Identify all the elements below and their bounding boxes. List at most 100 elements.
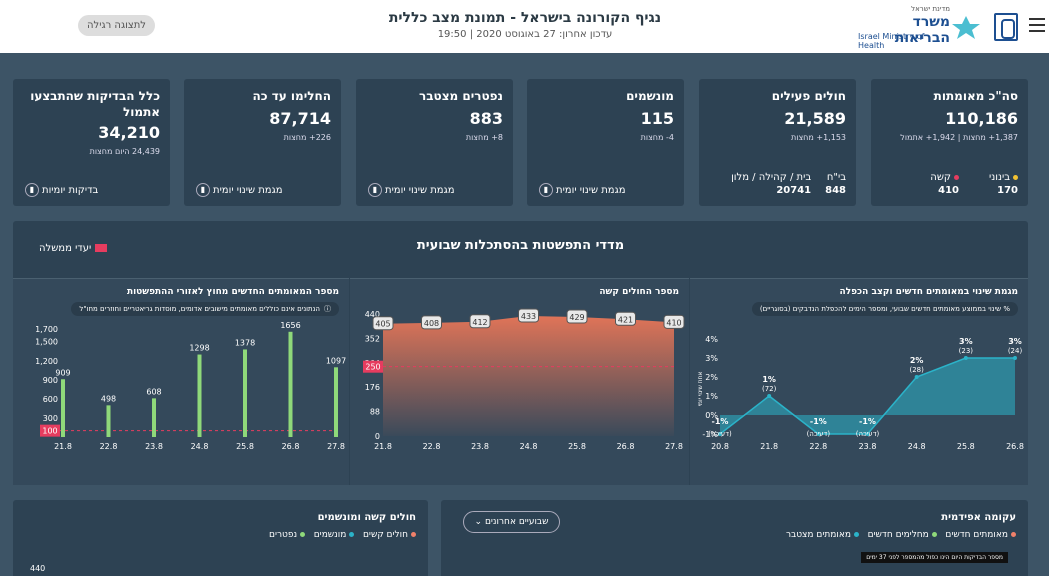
y-tick-label: 900 xyxy=(43,376,58,385)
x-tick-label: 21.8 xyxy=(760,442,778,451)
y-tick-label: 88 xyxy=(370,408,380,417)
data-label: 1% xyxy=(762,375,776,384)
data-sublabel: (דעיכה) xyxy=(807,430,831,438)
data-label-box xyxy=(615,311,636,326)
daily-tests-link[interactable]: בדיקות יומיות▮ xyxy=(13,183,170,197)
y-tick-label: 2% xyxy=(705,373,718,382)
x-tick-label: 22.8 xyxy=(100,442,118,451)
data-label: 405 xyxy=(375,320,390,329)
y-tick-label: 1,500 xyxy=(35,338,58,347)
card-ventilated[interactable]: מונשמים 115 4- מחצות מגמת שינוי יומית▮ xyxy=(527,79,684,206)
stat-moderate: בינוני 170 xyxy=(989,172,1018,196)
chevron-down-icon: ⌄ xyxy=(474,517,483,527)
card-sub: 226+ מחצות xyxy=(283,133,331,142)
bar xyxy=(152,398,156,437)
target-badge xyxy=(40,424,60,437)
x-tick-label: 26.8 xyxy=(282,442,300,451)
panel-title: מספר המאומתים החדשים מחוץ לאזורי ההתפשטו… xyxy=(126,287,339,297)
panel-note: ⓘהנתונים אינם כוללים מאומתים מישובים אדו… xyxy=(71,302,339,316)
y-axis-top: 440 xyxy=(30,564,46,573)
data-label: 412 xyxy=(472,318,487,327)
x-tick-label: 22.8 xyxy=(423,442,441,451)
panel-title: מגמת שינוי במאומתים חדשים וקצב הכפלה xyxy=(839,287,1019,297)
bar-chart-icon: ▮ xyxy=(368,183,382,197)
data-label: 3% xyxy=(959,337,973,346)
x-tick-label: 26.8 xyxy=(1006,442,1024,451)
tests-tooltip: מספר הבדיקות היום הינו כפול מהמספר לפני … xyxy=(861,552,1008,563)
card-active-patients[interactable]: חולים פעילים 21,589 1,153+ מחצות בי"ח 848… xyxy=(699,79,856,206)
epi-curve-panel: עקומה אפידמית מאומתים חדשים מחלימים חדשי… xyxy=(441,500,1028,576)
daily-trend-link[interactable]: מגמת שינוי יומית▮ xyxy=(184,183,341,197)
card-value: 21,589 xyxy=(784,109,846,128)
x-tick-label: 24.8 xyxy=(191,442,209,451)
target-badge xyxy=(363,360,383,373)
info-icon[interactable]: ⓘ xyxy=(324,305,331,313)
government-targets-legend[interactable]: יעדי ממשלה xyxy=(39,243,108,254)
card-deaths[interactable]: נפטרים מצטבר 883 8+ מחצות מגמת שינוי יומ… xyxy=(356,79,513,206)
bar xyxy=(243,349,247,437)
y-tick-label: 0% xyxy=(705,411,718,420)
daily-trend-link[interactable]: מגמת שינוי יומית▮ xyxy=(527,183,684,197)
y-tick-label: 440 xyxy=(365,310,380,319)
severe-ventilated-panel: חולים קשה ומונשמים חולים קשים מונשמים נפ… xyxy=(13,500,428,576)
data-label: 410 xyxy=(666,318,681,327)
x-tick-label: 22.8 xyxy=(809,442,827,451)
panel-note: % שינוי בממוצע מאומתים חדשים שבועי, ומספ… xyxy=(751,302,1018,316)
data-label-box xyxy=(372,316,394,331)
y-tick-label: 352 xyxy=(365,334,380,343)
card-label: החלימו עד כה xyxy=(252,89,331,103)
data-label: 421 xyxy=(618,315,633,324)
severe-legend: חולים קשים מונשמים נפטרים xyxy=(269,530,416,540)
data-sublabel: (דעיכה) xyxy=(856,430,880,438)
data-label: 498 xyxy=(101,394,116,403)
daily-trend-link[interactable]: מגמת שינוי יומית▮ xyxy=(356,183,513,197)
data-point xyxy=(816,432,821,436)
card-value: 115 xyxy=(640,109,674,128)
y-tick-label: 1,700 xyxy=(35,325,58,334)
severe-dot-icon xyxy=(411,532,416,537)
y-tick-label: 4% xyxy=(705,335,718,344)
regular-view-button[interactable]: לתצוגה רגילה xyxy=(78,15,155,36)
y-tick-label: 3% xyxy=(705,354,718,363)
y-tick-label: -1% xyxy=(702,430,718,439)
data-point xyxy=(1013,356,1017,360)
stat-home: בית / קהילה / מלון 20741 xyxy=(731,172,812,196)
data-label: 1298 xyxy=(189,344,209,353)
data-label: 909 xyxy=(55,368,70,377)
period-select[interactable]: שבועיים אחרונים ⌄ xyxy=(463,511,560,533)
card-sub: 8+ מחצות xyxy=(465,133,503,142)
data-label: 429 xyxy=(569,313,584,322)
target-label: 250 xyxy=(365,363,380,372)
new-recovered-dot-icon xyxy=(931,532,937,537)
data-label: 408 xyxy=(424,319,439,328)
x-tick-label: 21.8 xyxy=(54,442,72,451)
change-trend-chart: 4%3%2%1%0%-1%-1%(דעיכה)20.81%(72)21.8-1%… xyxy=(697,335,1024,451)
y-tick-label: 300 xyxy=(43,414,58,423)
x-tick-label: 20.8 xyxy=(711,442,729,451)
card-total-confirmed[interactable]: סה"כ מאומתות 110,186 1,387+ מחצות | 1,94… xyxy=(871,79,1028,206)
menu-icon[interactable] xyxy=(1029,18,1045,32)
x-tick-label: 27.8 xyxy=(665,442,683,451)
x-tick-label: 24.8 xyxy=(908,442,926,451)
y-tick-label: 176 xyxy=(365,383,380,392)
card-label: מונשמים xyxy=(626,89,674,103)
data-sublabel: (דעיכה) xyxy=(708,430,732,438)
new-confirmed-dot-icon xyxy=(1011,532,1016,537)
data-label: 2% xyxy=(910,356,924,365)
y-tick-label: 1% xyxy=(705,392,718,401)
data-label: 3% xyxy=(1008,337,1022,346)
panel-outside-areas: מספר המאומתים החדשים מחוץ לאזורי ההתפשטו… xyxy=(13,278,349,485)
target-label: 100 xyxy=(42,427,57,436)
severe-chart: 44035226417688025040521.840822.841223.84… xyxy=(363,308,685,451)
x-tick-label: 27.8 xyxy=(327,442,345,451)
spread-metrics-section: מדדי התפשטות בהסתכלות שבועית יעדי ממשלה … xyxy=(13,221,1028,485)
card-tests[interactable]: כלל הבדיקות שהתבצעו אתמול 34,210 24,439 … xyxy=(13,79,170,206)
data-label: 1378 xyxy=(235,338,255,347)
logo-small-text: מדינת ישראל xyxy=(911,5,950,13)
data-label-box xyxy=(663,314,685,329)
card-recovered[interactable]: החלימו עד כה 87,714 226+ מחצות מגמת שינו… xyxy=(184,79,341,206)
data-point xyxy=(963,356,968,360)
x-tick-label: 25.8 xyxy=(957,442,975,451)
panel-title: מספר החולים קשה xyxy=(599,287,679,297)
x-tick-label: 23.8 xyxy=(471,442,489,451)
